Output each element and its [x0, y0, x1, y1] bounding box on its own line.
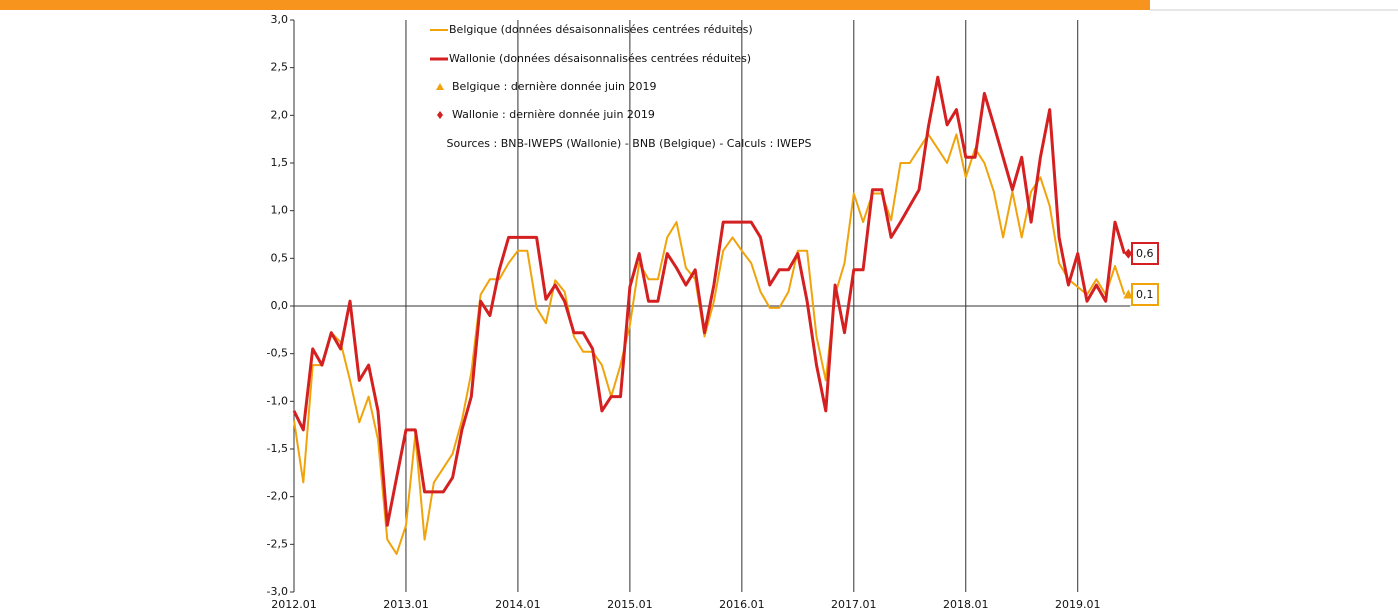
- x-tick-label: 2017.01: [831, 598, 877, 611]
- series-line: [292, 75, 1126, 527]
- y-tick-label: -0,5: [267, 347, 288, 360]
- x-tick-label: 2018.01: [943, 598, 989, 611]
- x-tick-label: 2014.01: [495, 598, 541, 611]
- legend-label: Wallonie (données désaisonnalisées centr…: [449, 52, 751, 65]
- x-tick-label: 2013.01: [383, 598, 429, 611]
- x-tick-label: 2016.01: [719, 598, 765, 611]
- legend-label: Belgique (données désaisonnalisées centr…: [449, 23, 753, 36]
- legend-label: Wallonie : dernière donnée juin 2019: [452, 108, 655, 121]
- legend-label: Belgique : dernière donnée juin 2019: [452, 80, 656, 93]
- value-box: [1131, 283, 1159, 306]
- value-label: 0,6: [1136, 247, 1154, 260]
- y-tick-label: 0,0: [271, 299, 289, 312]
- y-tick-label: -3,0: [267, 585, 288, 598]
- y-tick-label: 1,0: [271, 204, 289, 217]
- y-tick-label: -1,5: [267, 442, 288, 455]
- y-tick-label: -1,0: [267, 394, 288, 407]
- y-tick-label: 2,5: [271, 61, 289, 74]
- y-tick-label: 1,5: [271, 156, 289, 169]
- value-label: 0,1: [1136, 288, 1154, 301]
- header-bar: [0, 0, 1150, 10]
- x-tick-label: 2012.01: [271, 598, 317, 611]
- x-tick-label: 2019.01: [1055, 598, 1101, 611]
- legend-marker: [437, 111, 443, 119]
- last-point-marker: [1123, 289, 1134, 299]
- value-box: [1131, 242, 1159, 265]
- y-tick-label: -2,0: [267, 490, 288, 503]
- source-annotation: Sources : BNB-IWEPS (Wallonie) - BNB (Be…: [447, 137, 812, 150]
- x-tick-label: 2015.01: [607, 598, 653, 611]
- series-line: [293, 133, 1126, 555]
- y-tick-label: 2,0: [271, 108, 289, 121]
- y-tick-label: 3,0: [271, 13, 289, 26]
- legend-marker: [436, 83, 444, 90]
- y-tick-label: 0,5: [271, 251, 289, 264]
- last-point-marker: [1124, 248, 1133, 259]
- y-tick-label: -2,5: [267, 537, 288, 550]
